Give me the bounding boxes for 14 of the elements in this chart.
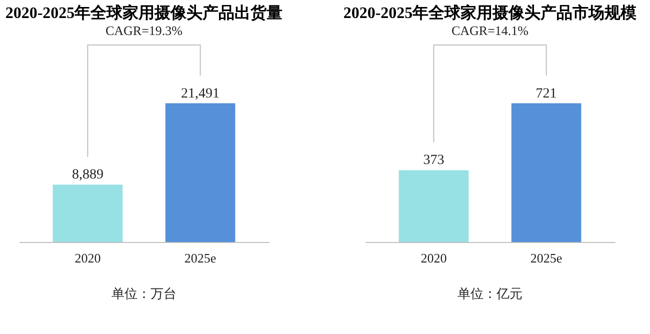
text: 单位：万台: [112, 286, 176, 301]
x-tick-label: 2025e: [530, 250, 562, 266]
data-label: 8,889: [72, 168, 104, 183]
chart-title: 2020-2025年全球家用摄像头产品出货量: [5, 3, 283, 22]
x-tick-label: 2020: [420, 250, 447, 266]
data-label: 721: [536, 86, 557, 102]
text: 单位：亿元: [458, 286, 522, 301]
x-tick-label: 2020: [74, 250, 101, 266]
data-label: 21,491: [181, 86, 220, 102]
text: CAGR=19.3%: [105, 23, 183, 38]
text: CAGR=14.1%: [451, 23, 529, 38]
chart-title: 2020-2025年全球家用摄像头产品市场规模: [343, 3, 637, 22]
x-tick-label: 2025e: [184, 250, 216, 266]
data-label: 373: [423, 153, 444, 168]
